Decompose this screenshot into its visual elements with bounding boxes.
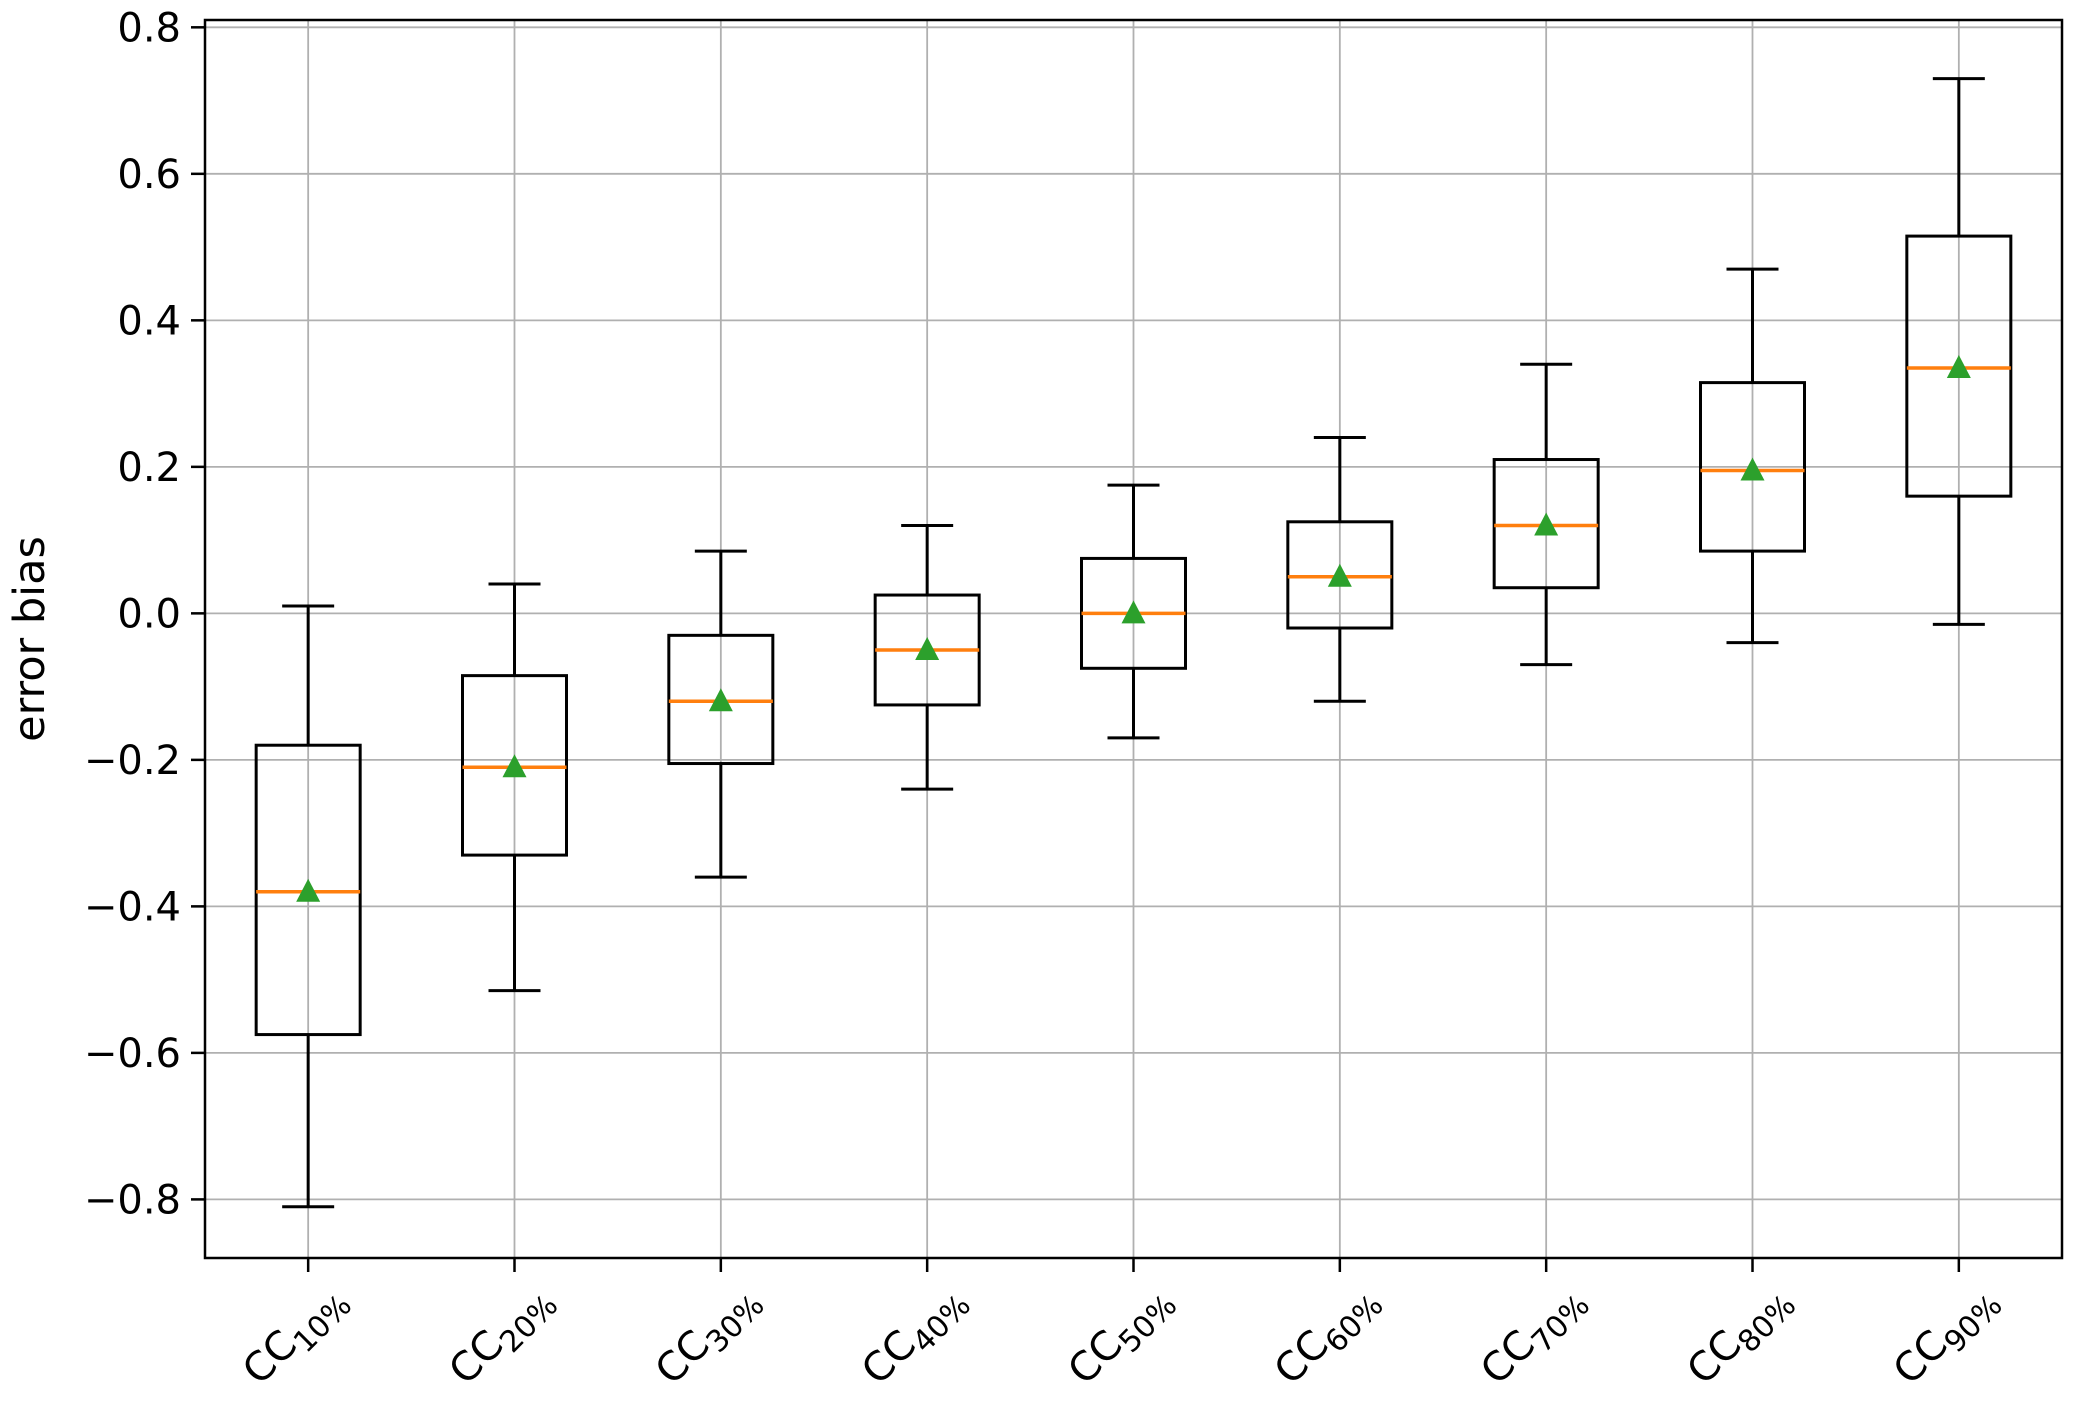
boxplot-group bbox=[254, 604, 362, 1209]
y-tick-label: −0.2 bbox=[84, 738, 181, 784]
x-tick-label: CC90% bbox=[1885, 1275, 2010, 1400]
y-tick-label: 0.4 bbox=[117, 298, 181, 344]
y-tick-label: 0.6 bbox=[117, 152, 181, 198]
y-tick-label: −0.8 bbox=[84, 1177, 181, 1223]
plot-frame bbox=[203, 18, 2064, 1260]
boxplot-group bbox=[461, 582, 568, 993]
mean-marker bbox=[296, 878, 321, 902]
mean-marker bbox=[1946, 354, 1971, 378]
x-tick-label: CC50% bbox=[1059, 1275, 1184, 1400]
axis-layer: −0.8 −0.6 −0.4 −0.2 0.0 0.2 0.4 0.6 0.8 bbox=[84, 5, 2064, 1272]
x-tick-label: CC70% bbox=[1472, 1275, 1597, 1400]
iqr-box bbox=[1905, 234, 2013, 498]
boxplot-group bbox=[1492, 362, 1600, 667]
boxplot-group bbox=[1699, 267, 1806, 645]
y-tick-label: −0.6 bbox=[84, 1031, 181, 1077]
x-tick-label: CC20% bbox=[440, 1275, 565, 1400]
mean-marker bbox=[708, 688, 733, 712]
y-tick-label: −0.4 bbox=[84, 884, 181, 930]
iqr-box bbox=[667, 633, 775, 766]
boxplot-group bbox=[1905, 77, 2013, 626]
grid-layer bbox=[205, 20, 2062, 1258]
y-tick-label: 0.2 bbox=[117, 445, 181, 491]
mean-marker bbox=[1327, 563, 1352, 587]
y-tick-label: 0.0 bbox=[117, 591, 181, 637]
mean-marker bbox=[1534, 512, 1559, 536]
iqr-box bbox=[254, 743, 362, 1037]
iqr-box bbox=[461, 674, 568, 857]
iqr-box bbox=[1699, 381, 1806, 553]
mean-marker bbox=[915, 636, 940, 660]
mean-marker bbox=[1740, 457, 1765, 481]
boxplot-group bbox=[1286, 436, 1394, 703]
iqr-box bbox=[1286, 520, 1394, 630]
iqr-box bbox=[1492, 458, 1600, 590]
x-tick-label: CC80% bbox=[1678, 1275, 1803, 1400]
mean-marker bbox=[502, 754, 527, 778]
label-layer: CC10% CC20% CC30% CC40% CC50% CC60% CC70% CC80%… bbox=[234, 1275, 2010, 1400]
box-layer bbox=[254, 77, 2013, 1209]
boxplot-group bbox=[667, 549, 775, 879]
boxplot-group bbox=[873, 523, 981, 791]
x-tick-label: CC40% bbox=[853, 1275, 978, 1400]
boxplot-group bbox=[1080, 483, 1187, 740]
y-tick-label: 0.8 bbox=[117, 5, 181, 51]
x-tick-label: CC10% bbox=[234, 1275, 359, 1400]
x-tick-label: CC60% bbox=[1266, 1275, 1391, 1400]
x-tick-label: CC30% bbox=[647, 1275, 772, 1400]
y-axis-label: error bias bbox=[5, 536, 55, 742]
mean-marker bbox=[1121, 600, 1146, 624]
